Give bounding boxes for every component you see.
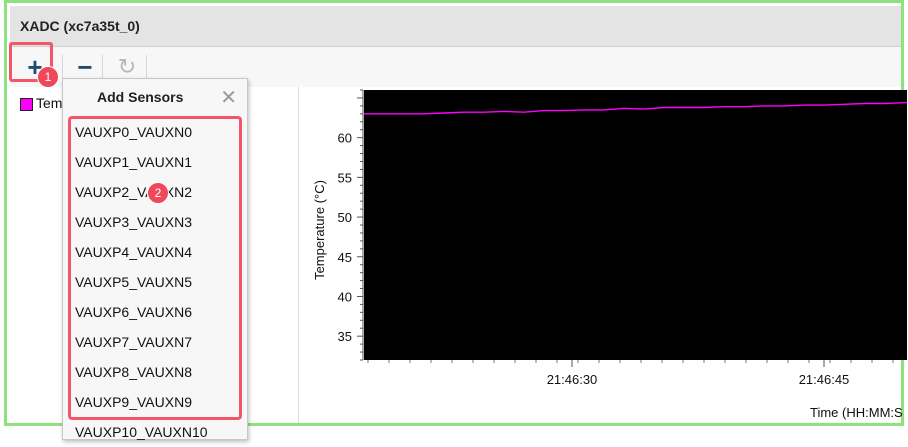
x-tick-label: 21:46:30: [547, 372, 598, 387]
y-tick-label: 35: [338, 329, 352, 344]
add-button-highlight: [9, 42, 53, 82]
y-tick-label: 55: [338, 170, 352, 185]
sensor-item[interactable]: VAUXP0_VAUXN0: [75, 124, 192, 140]
toolbar-divider: [146, 55, 147, 81]
sensor-item[interactable]: VAUXP1_VAUXN1: [75, 154, 192, 170]
step-badge-1: 1: [37, 66, 59, 88]
chart-svg: 35 40 45 50 55 60 Temperature (°C) 21:46:30 21:4…: [312, 89, 908, 420]
refresh-icon: ↻: [117, 54, 137, 79]
legend-label[interactable]: Tem: [36, 95, 63, 111]
sensor-item[interactable]: VAUXP6_VAUXN6: [75, 304, 192, 320]
minus-icon: −: [77, 52, 93, 82]
panel-title-bar: XADC (xc7a35t_0): [10, 6, 901, 47]
x-tick-label: 21:46:45: [799, 372, 850, 387]
legend-color-swatch: [20, 98, 33, 111]
toolbar-divider: [102, 55, 103, 81]
temperature-chart: 35 40 45 50 55 60 Temperature (°C) 21:46:30 21:4…: [302, 87, 908, 423]
sensor-item[interactable]: VAUXP7_VAUXN7: [75, 334, 192, 350]
sensor-item[interactable]: VAUXP9_VAUXN9: [75, 394, 192, 410]
step-badge-2: 2: [147, 182, 169, 204]
y-tick-label: 60: [338, 131, 352, 146]
sensor-item[interactable]: VAUXP3_VAUXN3: [75, 214, 192, 230]
sensor-item[interactable]: VAUXP10_VAUXN10: [75, 424, 208, 440]
y-axis-label: Temperature (°C): [312, 180, 327, 280]
y-tick-label: 45: [338, 250, 352, 265]
y-tick-label: 50: [338, 210, 352, 225]
x-axis-label: Time (HH:MM:S: [810, 405, 903, 420]
dropdown-title: Add Sensors: [97, 89, 184, 105]
panel-title: XADC (xc7a35t_0): [20, 18, 140, 34]
sensor-item[interactable]: VAUXP4_VAUXN4: [75, 244, 192, 260]
close-icon[interactable]: ✕: [220, 87, 237, 109]
plot-background: [364, 90, 908, 360]
sensor-list-highlight: [68, 116, 242, 420]
remove-sensor-button[interactable]: −: [68, 51, 102, 85]
toolbar-divider: [62, 55, 63, 81]
sensor-item[interactable]: VAUXP8_VAUXN8: [75, 364, 192, 380]
sensor-item[interactable]: VAUXP5_VAUXN5: [75, 274, 192, 290]
refresh-button[interactable]: ↻: [110, 51, 144, 85]
temperature-series-line: [364, 101, 908, 115]
y-tick-label: 40: [338, 289, 352, 304]
dropdown-header: Add Sensors ✕: [63, 79, 247, 115]
